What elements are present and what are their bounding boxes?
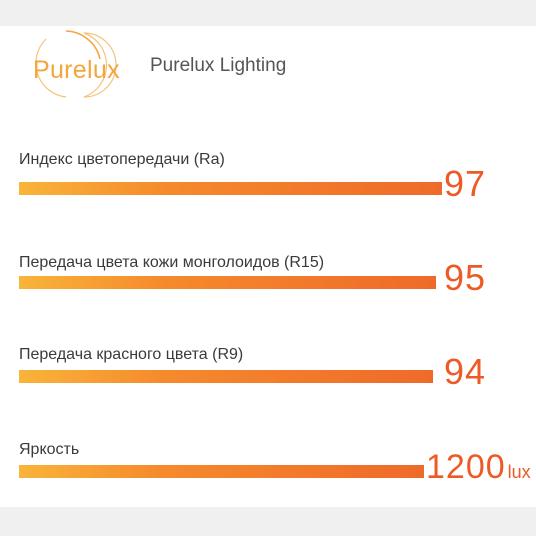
spec-panel: [0, 26, 536, 507]
metric-label-r9: Передача красного цвета (R9): [19, 346, 244, 363]
metric-bar-r9: [19, 370, 433, 383]
metric-bar-ra: [19, 182, 442, 195]
metric-bar-brightness: [19, 465, 424, 478]
metric-value-brightness: 1200 lux: [426, 448, 531, 486]
metric-value-r9: 94: [444, 351, 487, 392]
metric-value-ra: 97: [444, 163, 487, 204]
brand-name: Purelux Lighting: [150, 55, 287, 76]
metric-unit-lux: lux: [507, 462, 531, 482]
metric-label-ra: Индекс цветопередачи (Ra): [19, 151, 225, 168]
metric-label-brightness: Яркость: [19, 441, 80, 458]
metric-bar-r15: [19, 276, 436, 289]
logo-arc-icon: [35, 30, 117, 98]
metric-label-r15: Передача цвета кожи монголоидов (R15): [19, 254, 325, 271]
purelux-logo: Purelux: [26, 29, 122, 99]
metric-value-r15: 95: [444, 257, 487, 298]
logo-text: Purelux: [33, 56, 120, 84]
